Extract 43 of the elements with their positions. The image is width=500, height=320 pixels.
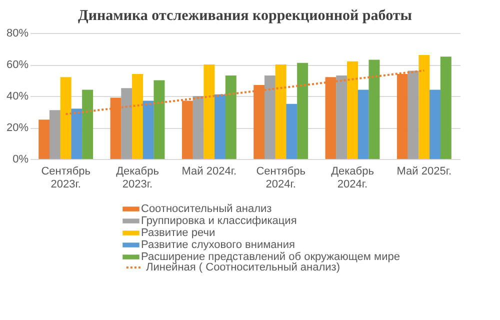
bar bbox=[430, 90, 441, 159]
legend-label: Соотносительный анализ bbox=[141, 203, 272, 215]
bar bbox=[286, 104, 298, 159]
x-tick-label: Декабрь 2024г. bbox=[331, 166, 374, 190]
bar bbox=[440, 56, 452, 159]
x-tick-label: Сентябрь 2024г. bbox=[256, 166, 306, 190]
y-tick-label: 0% bbox=[12, 154, 29, 166]
y-tick-label: 40% bbox=[6, 90, 29, 102]
bar bbox=[49, 110, 60, 159]
bar bbox=[82, 90, 94, 159]
bar bbox=[132, 74, 143, 159]
bar bbox=[347, 61, 358, 159]
x-tick-label: Декабрь 2023г. bbox=[116, 166, 160, 190]
bar bbox=[38, 120, 50, 159]
x-tick-label: Май 2024г. bbox=[182, 166, 237, 178]
bar bbox=[192, 96, 204, 159]
x-tick-label: Сентябрь 2023г. bbox=[41, 166, 91, 190]
legend-label: Группировка и классификация bbox=[141, 215, 297, 227]
legend-label: Развитие слухового внимания bbox=[141, 239, 296, 251]
bar bbox=[297, 62, 308, 159]
x-tick-label: Май 2025г. bbox=[396, 166, 452, 178]
bar bbox=[225, 76, 236, 159]
bar bbox=[71, 108, 82, 159]
y-tick-label: 80% bbox=[6, 28, 29, 40]
bar bbox=[154, 80, 165, 159]
legend-label: Развитие речи bbox=[141, 227, 216, 239]
bar bbox=[408, 70, 419, 159]
bar bbox=[264, 76, 276, 159]
bar bbox=[358, 90, 369, 159]
legend-label: Расширение представлений об окружающем мире bbox=[141, 251, 400, 263]
bar bbox=[418, 55, 430, 159]
bar bbox=[60, 77, 72, 159]
y-tick-label: 20% bbox=[6, 122, 29, 134]
bar bbox=[121, 88, 132, 159]
legend-label: Линейная ( Соотносительный анализ) bbox=[146, 262, 340, 274]
y-tick-label: 60% bbox=[6, 59, 29, 71]
chart-title: Динамика отслеживания коррекционной работы bbox=[78, 8, 412, 24]
bar bbox=[336, 76, 348, 159]
bar bbox=[214, 94, 226, 159]
bar bbox=[368, 60, 380, 159]
bar bbox=[142, 100, 154, 159]
bar bbox=[204, 64, 215, 159]
bar bbox=[275, 64, 286, 159]
